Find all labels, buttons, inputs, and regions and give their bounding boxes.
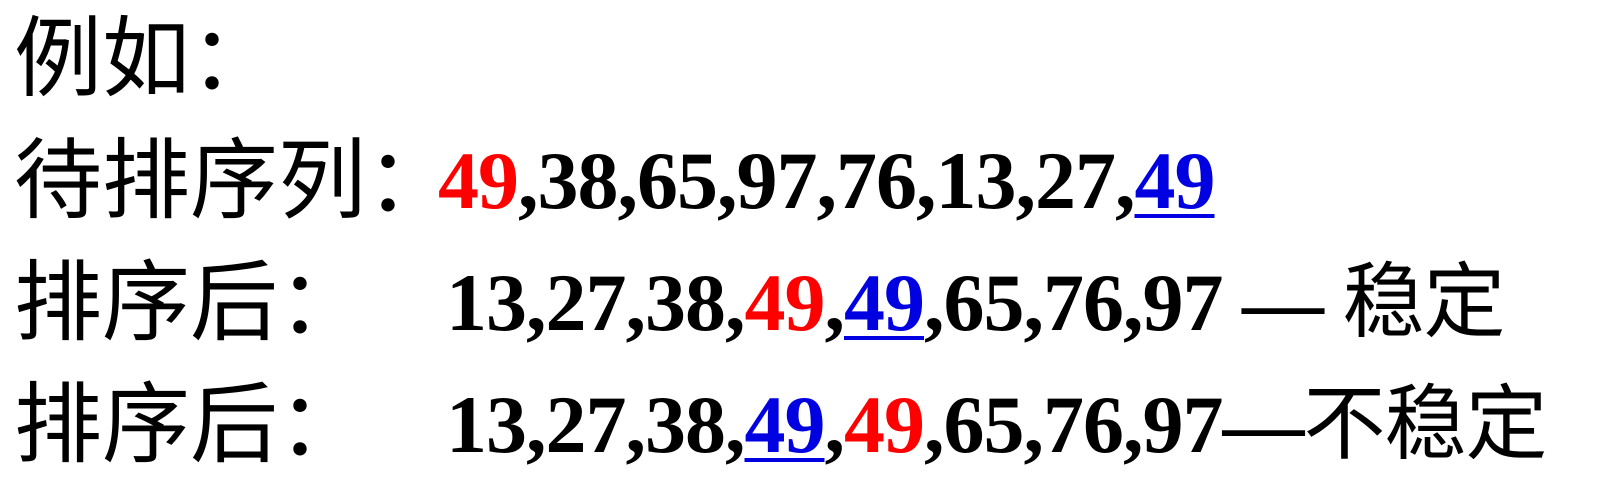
unsorted-sequence: 49,38,65,97,76,13,27,49 (438, 126, 1216, 236)
sequence-text: , (824, 379, 845, 470)
heading-text: 例如： (14, 7, 279, 110)
sequence-text: ,38,65,97,76,13,27, (518, 135, 1135, 226)
dash: — (1222, 379, 1305, 470)
heading-line: 例如： (14, 4, 278, 114)
sequence-text: , (824, 257, 845, 348)
stable-result-label: 稳定 (1342, 255, 1506, 350)
sequence-text: 13,27,38, (446, 379, 745, 470)
number-49-blue: 49 (1134, 135, 1216, 226)
unsorted-row: 待排序列： 49,38,65,97,76,13,27,49 (14, 126, 1216, 236)
number-49-blue: 49 (844, 257, 925, 348)
unstable-row: 排序后： 13,27,38,49,49,65,76,97—不稳定 (14, 370, 1548, 480)
unstable-sequence: 13,27,38,49,49,65,76,97—不稳定 (446, 370, 1548, 480)
dash: — (1242, 257, 1343, 348)
unsorted-label: 待排序列： (14, 129, 455, 232)
unstable-label: 排序后： (14, 373, 367, 476)
number-49-blue: 49 (744, 379, 826, 470)
sequence-text: 13,27,38, (446, 257, 745, 348)
stable-sequence: 13,27,38,49,49,65,76,97 — 稳定 (446, 248, 1506, 358)
stable-row: 排序后： 13,27,38,49,49,65,76,97 — 稳定 (14, 248, 1506, 358)
number-49-red: 49 (844, 379, 925, 470)
stable-label: 排序后： (14, 251, 367, 354)
sequence-text: ,65,76,97 (924, 379, 1223, 470)
number-49-red: 49 (744, 257, 826, 348)
sequence-text: ,65,76,97 (924, 257, 1242, 348)
unstable-result-label: 不稳定 (1303, 377, 1548, 472)
number-49-red: 49 (438, 135, 519, 226)
